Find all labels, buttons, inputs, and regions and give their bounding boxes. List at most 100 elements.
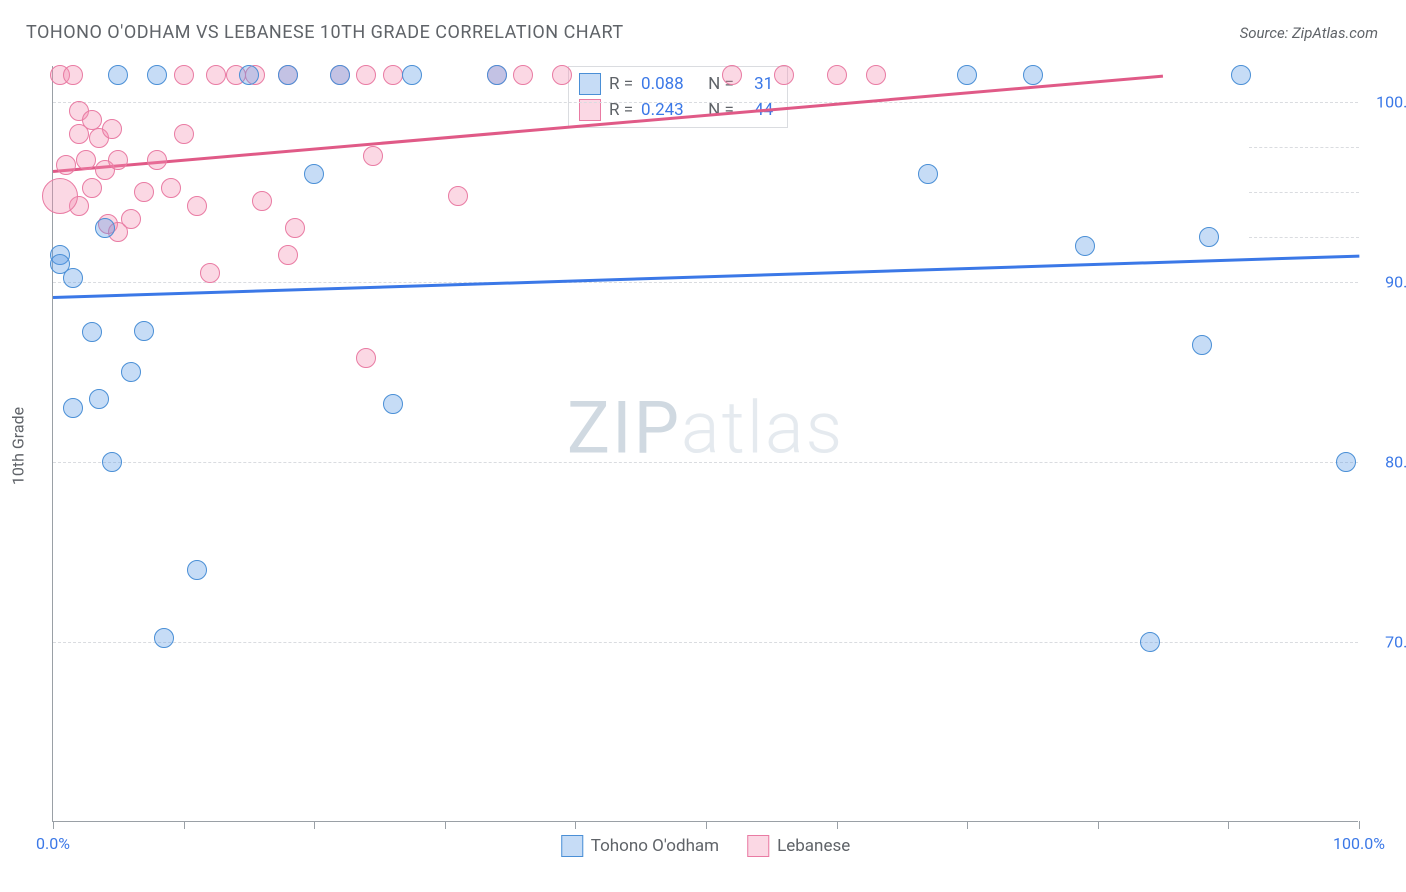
legend-row-a: R = 0.088 N = 31 [579, 71, 773, 97]
watermark: ZIPatlas [567, 386, 844, 471]
series-a-n: 31 [754, 74, 773, 94]
point-series-a [957, 65, 977, 85]
point-series-b [42, 178, 78, 214]
point-series-b [513, 65, 533, 85]
point-series-a [383, 394, 403, 414]
gridline-minor [1249, 147, 1359, 148]
point-series-a [63, 268, 83, 288]
point-series-b [363, 146, 383, 166]
x-tick [445, 821, 446, 829]
x-tick [184, 821, 185, 829]
bottom-legend-b: Lebanese [747, 835, 850, 857]
point-series-b [356, 348, 376, 368]
point-series-a [402, 65, 422, 85]
point-series-b [383, 65, 403, 85]
x-tick [837, 821, 838, 829]
point-series-a [121, 362, 141, 382]
x-tick-label: 0.0% [36, 834, 70, 853]
point-series-b [200, 263, 220, 283]
point-series-a [63, 398, 83, 418]
gridline [53, 282, 1358, 283]
x-tick [1359, 821, 1360, 829]
bottom-legend: Tohono O'odham Lebanese [561, 835, 851, 857]
point-series-a [108, 65, 128, 85]
watermark-atlas: atlas [681, 386, 844, 471]
trendline-a [53, 255, 1359, 299]
point-series-b [866, 65, 886, 85]
point-series-b [448, 186, 468, 206]
source-attribution: Source: ZipAtlas.com [1240, 24, 1378, 42]
x-tick-label: 100.0% [1333, 834, 1385, 853]
point-series-a [1336, 452, 1356, 472]
point-series-a [154, 628, 174, 648]
point-series-b [63, 65, 83, 85]
point-series-a [239, 65, 259, 85]
gridline [53, 642, 1358, 643]
point-series-a [304, 164, 324, 184]
point-series-b [356, 65, 376, 85]
point-series-b [161, 178, 181, 198]
point-series-b [174, 65, 194, 85]
point-series-b [552, 65, 572, 85]
point-series-a [89, 389, 109, 409]
point-series-a [187, 560, 207, 580]
x-tick [53, 821, 54, 829]
point-series-a [1231, 65, 1251, 85]
y-tick-label: 100.0% [1368, 93, 1406, 112]
point-series-b [147, 150, 167, 170]
y-tick-label: 80.0% [1368, 453, 1406, 472]
point-series-b [827, 65, 847, 85]
point-series-b [134, 182, 154, 202]
point-series-a [1023, 65, 1043, 85]
point-series-b [174, 124, 194, 144]
point-series-a [918, 164, 938, 184]
point-series-b [278, 245, 298, 265]
gridline-minor [1249, 237, 1359, 238]
series-b-name: Lebanese [777, 836, 850, 856]
point-series-b [121, 209, 141, 229]
point-series-b [82, 178, 102, 198]
x-tick [1228, 821, 1229, 829]
plot-area: ZIPatlas R = 0.088 N = 31 R = 0.243 N = … [52, 66, 1358, 822]
point-series-b [252, 191, 272, 211]
gridline-minor [1249, 192, 1359, 193]
point-series-a [102, 452, 122, 472]
legend-swatch-b [747, 835, 769, 857]
point-series-b [76, 150, 96, 170]
y-tick-label: 70.0% [1368, 633, 1406, 652]
point-series-a [134, 321, 154, 341]
point-series-a [1199, 227, 1219, 247]
point-series-a [82, 322, 102, 342]
point-series-b [206, 65, 226, 85]
point-series-a [278, 65, 298, 85]
n-label: N = [708, 100, 734, 120]
series-a-r: 0.088 [641, 74, 684, 94]
x-tick [1098, 821, 1099, 829]
point-series-b [56, 155, 76, 175]
point-series-a [330, 65, 350, 85]
point-series-b [722, 65, 742, 85]
point-series-b [69, 124, 89, 144]
point-series-b [102, 119, 122, 139]
chart-title: TOHONO O'ODHAM VS LEBANESE 10TH GRADE CO… [26, 22, 624, 43]
bottom-legend-a: Tohono O'odham [561, 835, 719, 857]
point-series-a [1075, 236, 1095, 256]
x-tick [314, 821, 315, 829]
point-series-a [1140, 632, 1160, 652]
point-series-a [147, 65, 167, 85]
series-a-name: Tohono O'odham [591, 836, 719, 856]
point-series-a [95, 218, 115, 238]
x-tick [967, 821, 968, 829]
legend-swatch-a [561, 835, 583, 857]
r-label: R = [609, 100, 633, 120]
y-axis-label: 10th Grade [9, 407, 28, 485]
gridline [53, 102, 1358, 103]
point-series-a [1192, 335, 1212, 355]
watermark-zip: ZIP [567, 386, 681, 471]
gridline [53, 462, 1358, 463]
point-series-b [187, 196, 207, 216]
x-tick [575, 821, 576, 829]
point-series-a [487, 65, 507, 85]
legend-swatch-a [579, 73, 601, 95]
point-series-b [285, 218, 305, 238]
